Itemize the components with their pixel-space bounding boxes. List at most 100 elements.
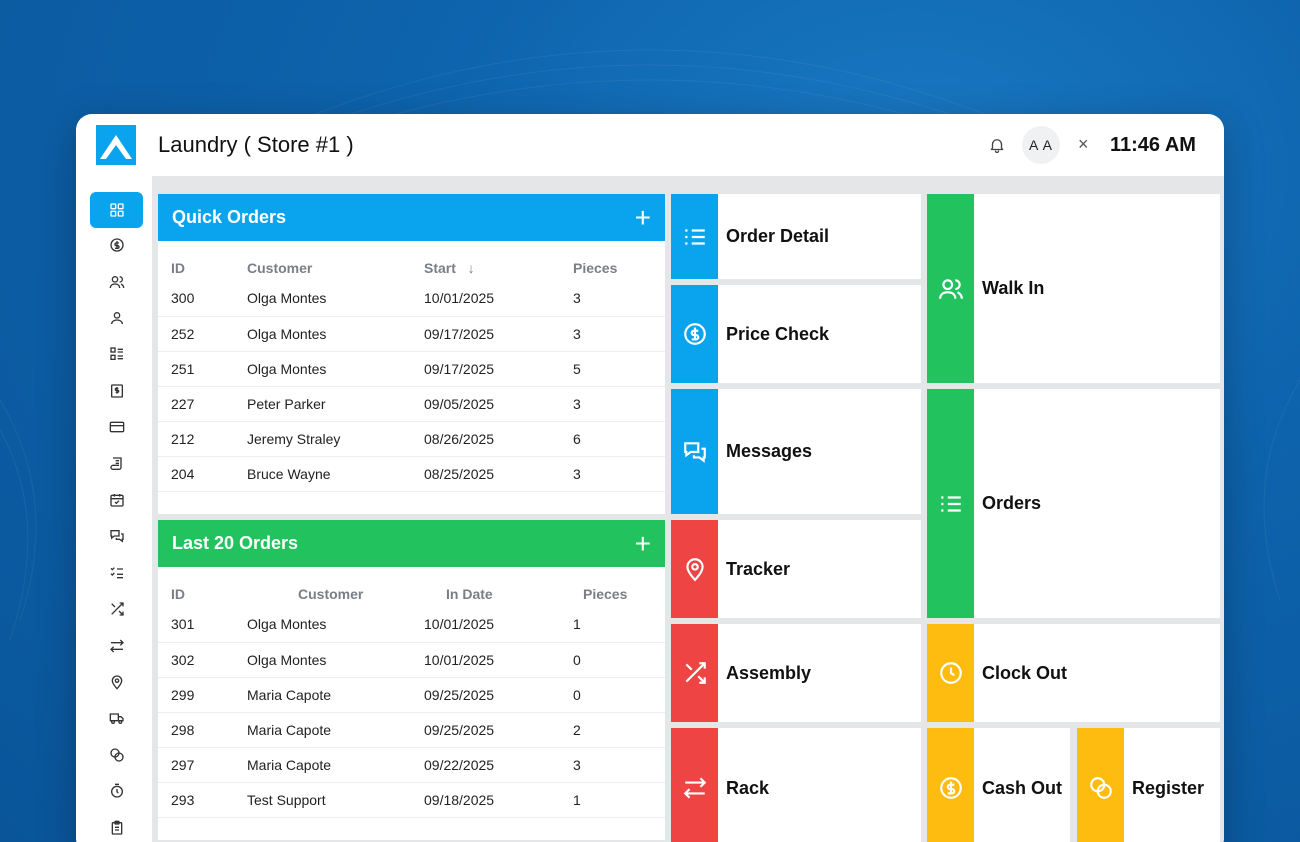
table-row[interactable]: 212 Jeremy Straley 08/26/2025 6 (158, 421, 665, 457)
table-row[interactable]: 204 Bruce Wayne 08/25/2025 3 (158, 456, 665, 492)
sidebar-item-orders-list[interactable] (90, 336, 143, 372)
last-orders-title: Last 20 Orders (172, 533, 299, 553)
sidebar-item-rack[interactable] (90, 628, 143, 664)
col-pieces[interactable]: Pieces (583, 586, 628, 602)
table-row[interactable]: 251 Olga Montes 09/17/2025 5 (158, 351, 665, 387)
quick-orders-header: Quick Orders + (158, 194, 665, 241)
swap-icon (109, 639, 124, 653)
dashboard-main: Quick Orders + ID Customer Start ↓ Piece… (152, 176, 1224, 842)
invoice-icon (110, 384, 123, 398)
dashboard-icon (109, 203, 124, 217)
orders-label: Orders (982, 493, 1042, 513)
messages-label: Messages (726, 441, 813, 461)
dollar-circle-icon (683, 323, 706, 345)
price-check-label: Price Check (726, 323, 830, 344)
sidebar-item-customers[interactable] (90, 264, 143, 300)
sidebar-item-tracker[interactable] (90, 664, 143, 700)
register-tile[interactable]: Register (1077, 728, 1220, 842)
table-row[interactable]: 227 Peter Parker 09/05/2025 3 (158, 386, 665, 422)
orders-tile[interactable]: Orders (927, 389, 1220, 618)
users-icon (938, 278, 963, 299)
clock-out-tile[interactable]: Clock Out (927, 624, 1220, 722)
credit-card-icon (109, 421, 124, 433)
tracker-tile[interactable]: Tracker (671, 520, 921, 618)
last-orders-header: Last 20 Orders + (158, 520, 665, 567)
col-pieces[interactable]: Pieces (573, 260, 618, 276)
sidebar-item-timer[interactable] (90, 773, 143, 809)
table-row[interactable]: 300 Olga Montes 10/01/2025 3 (158, 281, 665, 317)
col-id[interactable]: ID (171, 260, 185, 276)
swap-icon (683, 777, 706, 799)
user-avatar[interactable]: A A (1022, 126, 1060, 164)
checklist-icon (110, 567, 123, 579)
quick-orders-title: Quick Orders (172, 207, 287, 227)
coins-icon (109, 748, 124, 762)
table-row[interactable]: 299 Maria Capote 09/25/2025 0 (158, 677, 665, 713)
rack-tile[interactable]: Rack (671, 728, 921, 842)
user-icon (110, 312, 123, 325)
col-customer[interactable]: Customer (247, 260, 313, 276)
sidebar-item-messages[interactable] (90, 518, 143, 554)
register-label: Register (1132, 777, 1205, 798)
sidebar-item-reports[interactable] (90, 446, 143, 482)
order-detail-tile[interactable]: Order Detail (671, 194, 921, 279)
table-row[interactable]: 301 Olga Montes 10/01/2025 1 (158, 607, 665, 643)
sidebar-item-schedule[interactable] (90, 482, 143, 518)
clock-icon (939, 662, 962, 684)
calendar-check-icon (109, 494, 124, 507)
dollar-circle-icon (939, 777, 962, 799)
cash-out-label: Cash Out (982, 777, 1063, 798)
col-in-date[interactable]: In Date (446, 586, 493, 602)
coins-icon (1089, 777, 1112, 799)
app-window: Laundry ( Store #1 ) A A × 11:46 AM (76, 114, 1224, 842)
sidebar-item-payments[interactable] (90, 227, 143, 263)
add-quick-order-button[interactable]: + (634, 201, 651, 233)
quick-orders-panel: Quick Orders + ID Customer Start ↓ Piece… (158, 194, 665, 514)
walk-in-tile[interactable]: Walk In (927, 194, 1220, 383)
sidebar-item-tasks[interactable] (90, 555, 143, 591)
app-logo-icon (96, 125, 136, 165)
last-orders-panel: Last 20 Orders + ID Customer In Date Pie… (158, 520, 665, 840)
sidebar-item-profile[interactable] (90, 300, 143, 336)
table-row[interactable]: 302 Olga Montes 10/01/2025 0 (158, 642, 665, 678)
shuffle-icon (685, 662, 706, 684)
table-row[interactable]: 252 Olga Montes 09/17/2025 3 (158, 316, 665, 352)
table-row[interactable]: 297 Maria Capote 09/22/2025 3 (158, 747, 665, 783)
scroll-icon (109, 457, 122, 470)
assembly-tile[interactable]: Assembly (671, 624, 921, 722)
clock-out-label: Clock Out (982, 662, 1068, 683)
sidebar-item-register[interactable] (90, 737, 143, 773)
price-check-tile[interactable]: Price Check (671, 285, 921, 383)
app-header: Laundry ( Store #1 ) A A × 11:46 AM (76, 114, 1224, 176)
list-numbered-icon (684, 228, 705, 245)
sidebar-item-dashboard[interactable] (90, 192, 143, 228)
sidebar-item-clipboard[interactable] (90, 810, 143, 842)
assembly-label: Assembly (726, 662, 812, 683)
table-row[interactable]: 298 Maria Capote 09/25/2025 2 (158, 712, 665, 748)
sidebar-item-assembly[interactable] (90, 591, 143, 627)
clock-time: 11:46 AM (1110, 134, 1196, 156)
page-title: Laundry ( Store #1 ) (158, 132, 354, 157)
sidebar-item-cards[interactable] (90, 409, 143, 445)
close-icon[interactable]: × (1078, 134, 1089, 154)
col-id[interactable]: ID (171, 586, 185, 602)
table-row[interactable]: 293 Test Support 09/18/2025 1 (158, 782, 665, 818)
sidebar-item-invoices[interactable] (90, 373, 143, 409)
clipboard-icon (111, 820, 122, 835)
messages-icon (683, 441, 706, 463)
timer-icon (110, 783, 123, 798)
location-pin-icon (685, 558, 704, 582)
users-icon (109, 276, 124, 289)
walk-in-label: Walk In (982, 278, 1045, 298)
col-customer[interactable]: Customer (298, 586, 364, 602)
tracker-label: Tracker (726, 558, 791, 579)
cash-out-tile[interactable]: Cash Out (927, 728, 1070, 842)
dollar-circle-icon (109, 238, 124, 252)
col-start[interactable]: Start ↓ (424, 260, 475, 276)
notification-bell-icon[interactable] (988, 136, 1006, 154)
sidebar-item-delivery[interactable] (90, 700, 143, 736)
sort-down-icon[interactable]: ↓ (467, 260, 475, 276)
truck-icon (109, 713, 124, 724)
add-order-button[interactable]: + (634, 527, 651, 559)
messages-tile[interactable]: Messages (671, 389, 921, 514)
